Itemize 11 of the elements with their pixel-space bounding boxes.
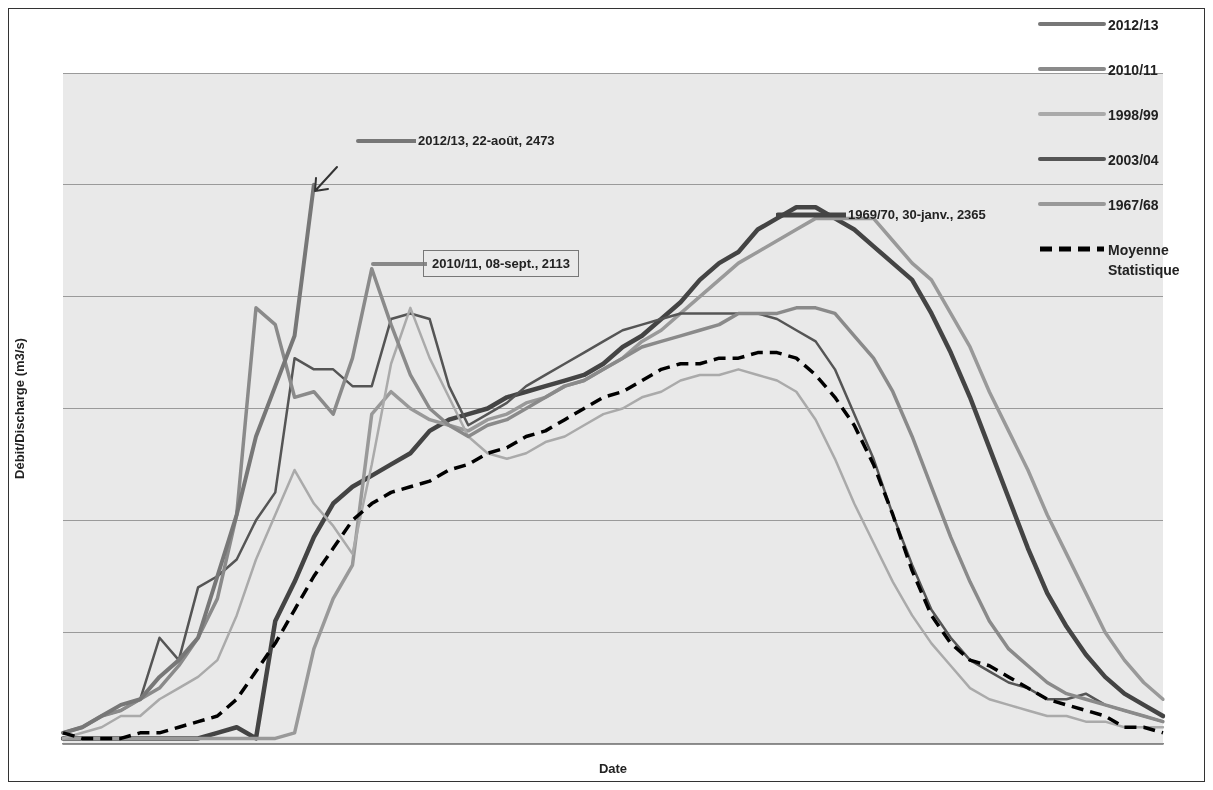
y-axis-title: Débit/Discharge (m3/s)	[12, 338, 28, 479]
x-axis-title: Date	[598, 760, 628, 776]
legend-label: 1998/99	[1108, 106, 1160, 125]
legend-label: Moyenne Statistique	[1108, 241, 1181, 280]
legend-label: 2012/13	[1108, 16, 1160, 35]
legend-label: 2003/04	[1108, 151, 1160, 170]
legend-label: 1967/68	[1108, 196, 1160, 215]
text: 2012/13, 22-août, 2473	[417, 133, 556, 148]
annotation: 2010/11, 08-sept., 2113	[423, 250, 580, 277]
annotation: 1969/70, 30-janv., 2365	[847, 207, 987, 222]
legend-label: 2010/11	[1108, 61, 1159, 80]
